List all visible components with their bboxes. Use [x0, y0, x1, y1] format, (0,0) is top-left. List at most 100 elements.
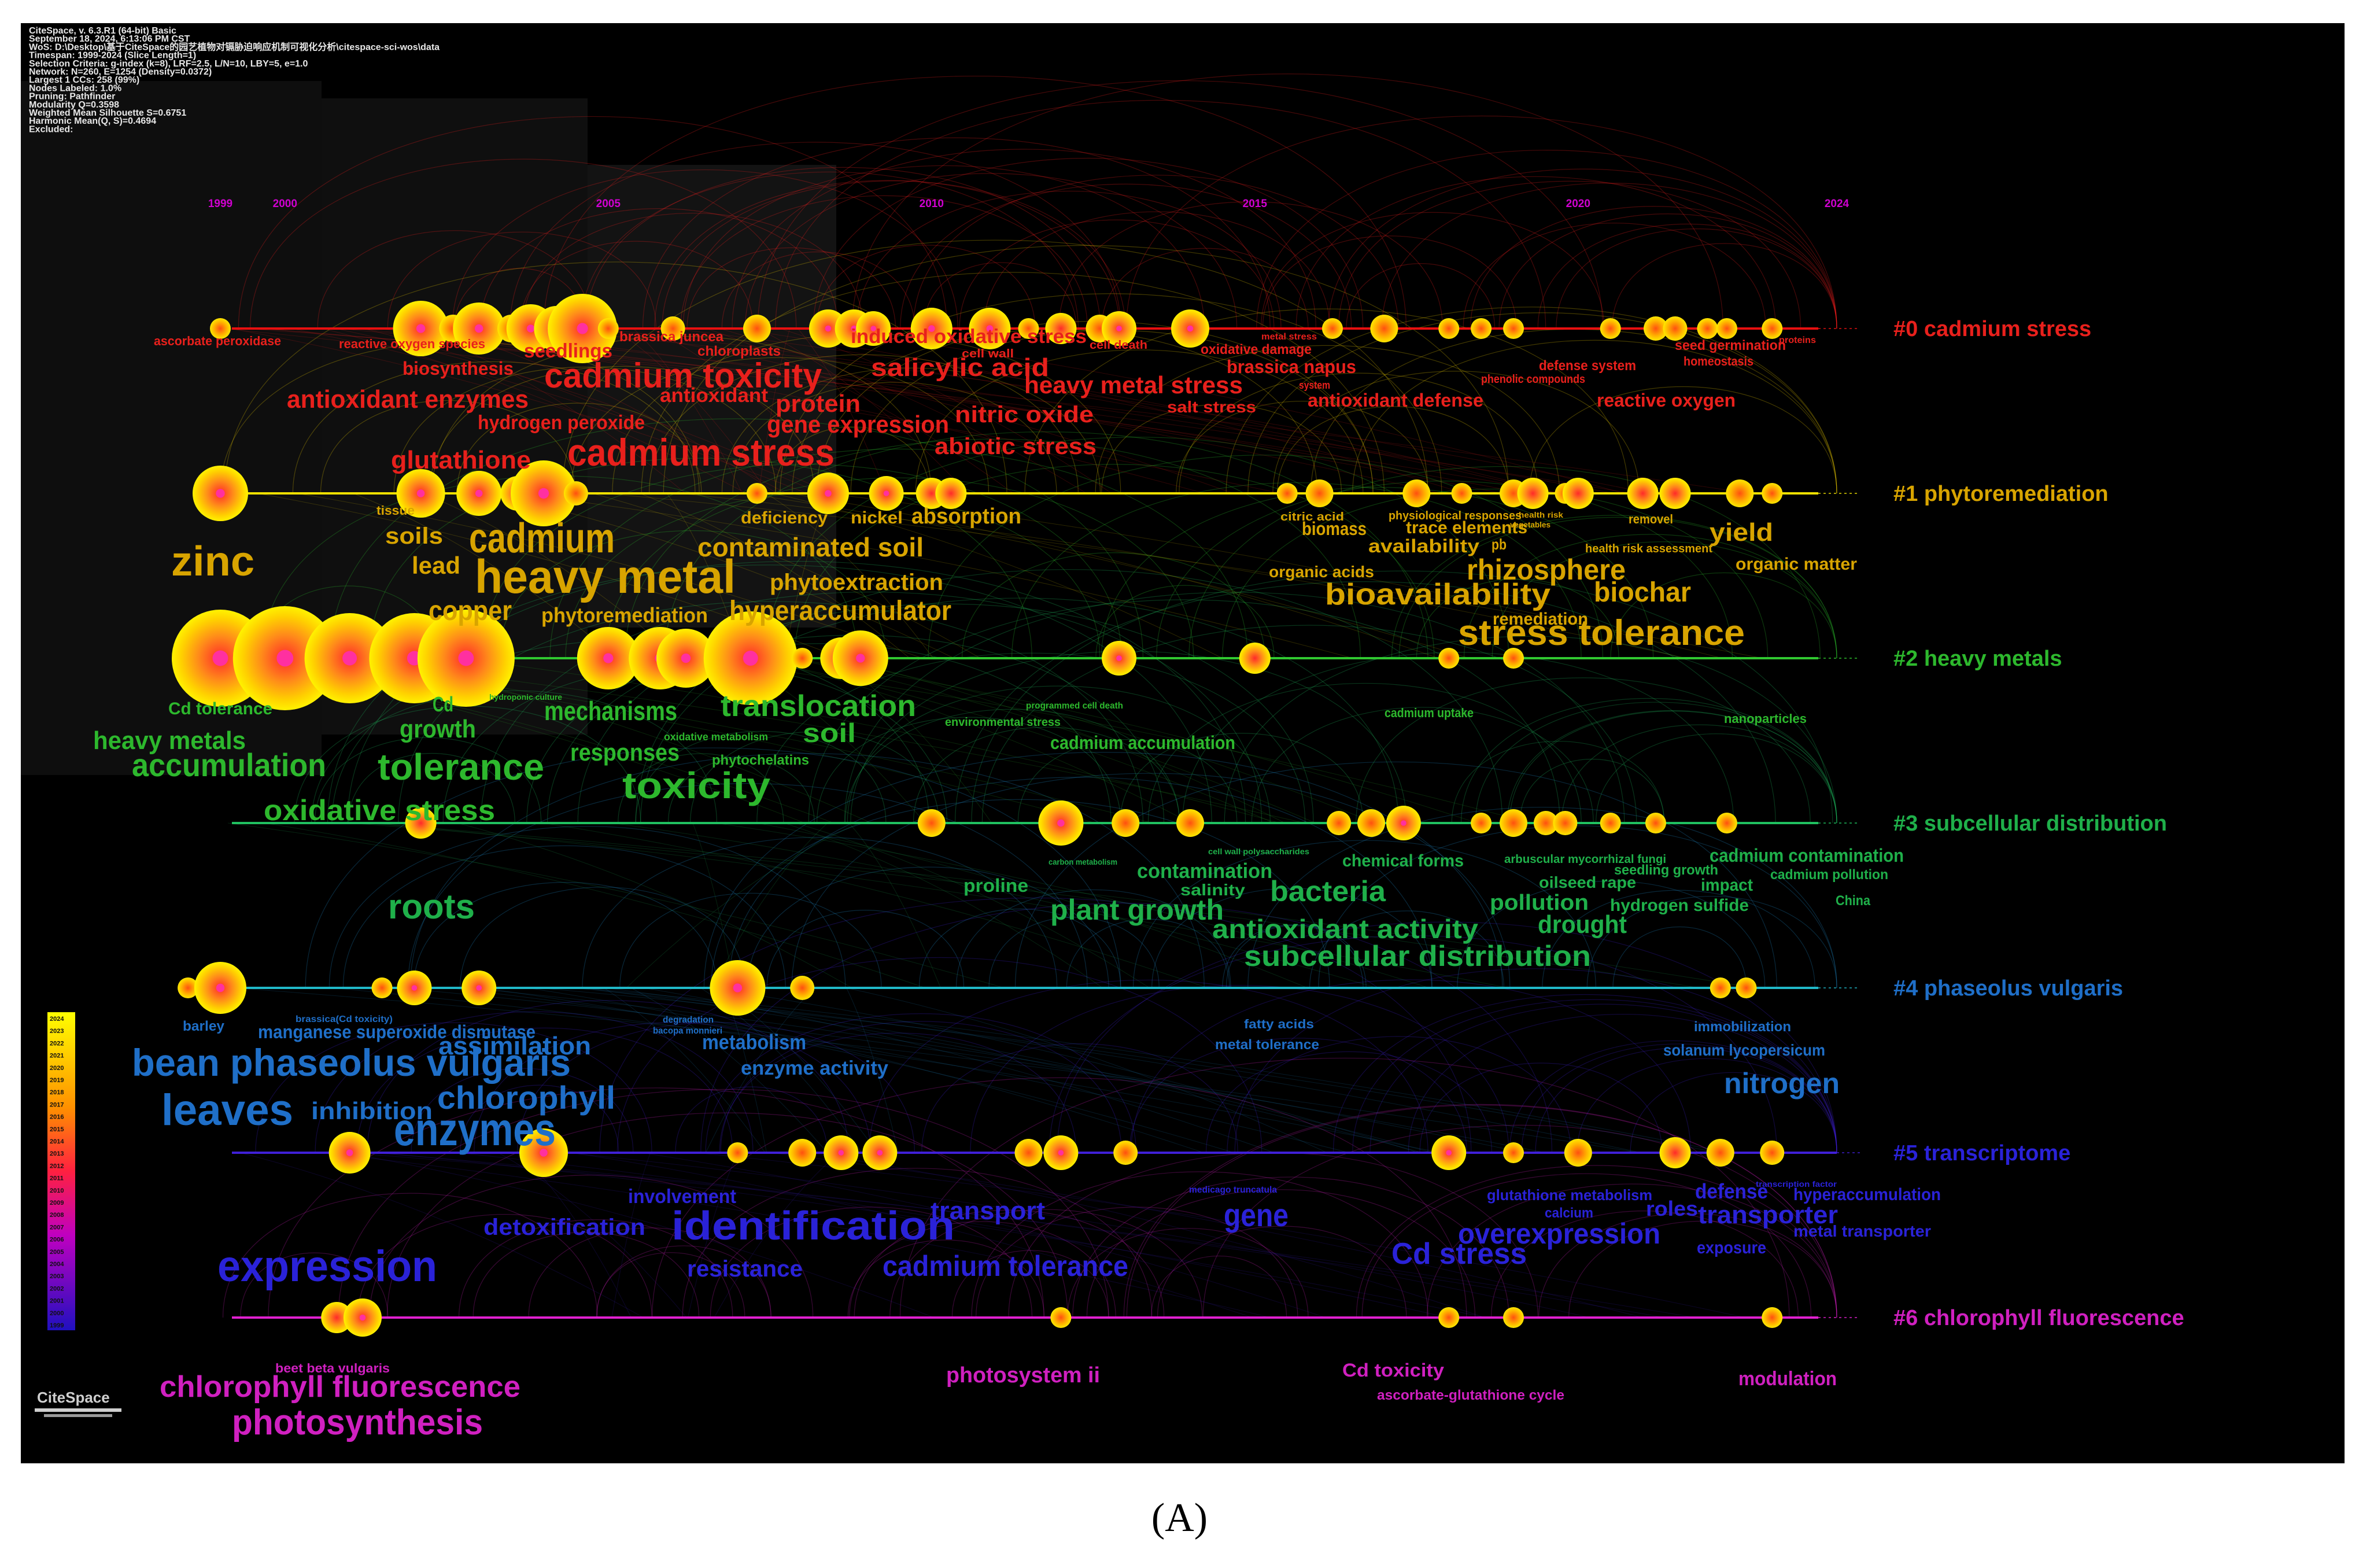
- keyword-node: [1370, 315, 1398, 342]
- cross-cluster-link: [481, 987, 1235, 1153]
- citation-link: [852, 73, 1723, 329]
- keyword-label: translocation: [721, 689, 916, 723]
- keyword-label: hyperaccumulation: [1793, 1185, 1941, 1204]
- citation-link: [386, 1112, 1068, 1318]
- keyword-label: metabolism: [702, 1030, 806, 1054]
- keyword-label: contamination: [1137, 859, 1272, 883]
- citation-link: [596, 1252, 745, 1318]
- keyword-node: [597, 318, 619, 339]
- keyword-label: induced oxidative stress: [851, 326, 1087, 348]
- citation-link: [745, 173, 1238, 329]
- keyword-node-core: [870, 326, 876, 331]
- citation-link: [222, 1193, 598, 1318]
- cross-cluster-link: [332, 987, 1441, 1153]
- citation-link: [328, 826, 846, 988]
- legend-year-label: 2006: [50, 1237, 64, 1244]
- keyword-label: subcellular distribution: [1244, 940, 1591, 972]
- legend-year-label: 2015: [50, 1126, 64, 1133]
- legend-year-label: 2022: [50, 1040, 64, 1047]
- citation-link: [847, 685, 1271, 824]
- citation-link: [1630, 1072, 1837, 1153]
- citation-link: [844, 709, 1180, 824]
- cross-cluster-link: [264, 822, 926, 988]
- keyword-node: [1276, 483, 1298, 504]
- cluster-label: #1 phytoremediation: [1893, 482, 2109, 506]
- citation-link: [662, 180, 1126, 329]
- keyword-label: calcium: [1545, 1205, 1593, 1221]
- legend-year-label: 2000: [50, 1310, 64, 1317]
- keyword-label: bacopa monnieri: [653, 1026, 722, 1036]
- keyword-label: transporter: [1698, 1201, 1838, 1229]
- keyword-node-core: [1057, 819, 1065, 827]
- citation-link: [1247, 312, 1837, 494]
- cross-cluster-link: [457, 822, 852, 988]
- keyword-node: [371, 977, 393, 998]
- logo-bar-2: [44, 1414, 112, 1417]
- citation-link: [924, 262, 1077, 329]
- cross-cluster-link: [571, 1152, 1253, 1318]
- keyword-label: seedling growth: [1614, 862, 1718, 878]
- legend-year-label: 2020: [50, 1065, 64, 1072]
- citation-link: [1176, 401, 1428, 494]
- cluster-label: #6 chlorophyll fluorescence: [1893, 1306, 2184, 1330]
- cross-cluster-link: [614, 328, 769, 494]
- keyword-node-core: [276, 650, 294, 667]
- cluster-label: #2 heavy metals: [1893, 647, 2062, 671]
- citation-link: [1352, 999, 1837, 1153]
- cross-cluster-link: [597, 328, 1556, 494]
- keyword-node-core: [838, 1150, 844, 1156]
- citation-link: [1318, 825, 1837, 988]
- citation-link: [1262, 235, 1517, 329]
- keyword-label: chlorophyll fluorescence: [160, 1370, 520, 1404]
- citation-link: [1537, 223, 1837, 329]
- citation-link: [816, 245, 1036, 329]
- keyword-node-core: [681, 653, 691, 663]
- keyword-node: [1503, 318, 1524, 339]
- legend-year-label: 2016: [50, 1114, 64, 1121]
- citation-link: [869, 979, 1428, 1153]
- legend-year-label: 2017: [50, 1101, 64, 1108]
- cross-cluster-link: [750, 658, 1275, 824]
- keyword-label: manganese superoxide dismutase: [258, 1021, 536, 1042]
- keyword-node-core: [212, 650, 228, 666]
- citation-link: [1024, 308, 1629, 494]
- cross-cluster-link: [397, 987, 1546, 1153]
- keyword-node: [1503, 1307, 1524, 1328]
- cluster-label: #4 phaseolus vulgaris: [1893, 976, 2123, 1001]
- citation-link: [1427, 1183, 1837, 1318]
- keyword-label: reactive oxygen species: [339, 337, 485, 351]
- keyword-label: heavy metals: [93, 726, 246, 755]
- network-metadata: CiteSpace, v. 6.3.R1 (64-bit) BasicSepte…: [29, 26, 440, 134]
- keyword-nodes: [172, 294, 1785, 1337]
- citation-link: [369, 458, 1032, 659]
- citation-link: [356, 1027, 733, 1153]
- cross-cluster-link: [706, 328, 1014, 494]
- cross-cluster-link: [708, 987, 1419, 1153]
- keyword-label: beet beta vulgaris: [275, 1361, 390, 1375]
- keyword-label: salt stress: [1167, 398, 1256, 416]
- metadata-line: Harmonic Mean(Q, S)=0.4694: [29, 116, 156, 126]
- keyword-label: tissue: [376, 503, 415, 518]
- cross-cluster-link: [719, 328, 1087, 494]
- keyword-label: health risk assessment: [1585, 543, 1712, 555]
- legend-year-label: 2013: [50, 1150, 64, 1157]
- citation-link: [342, 845, 786, 988]
- keyword-label: rhizosphere: [1467, 554, 1626, 586]
- cross-cluster-link: [641, 1152, 1326, 1318]
- keyword-label: Cd tolerance: [168, 699, 272, 718]
- cross-cluster-link: [836, 658, 1286, 824]
- citation-link: [330, 418, 1144, 659]
- keyword-node: [917, 809, 946, 837]
- keyword-node-core: [359, 1314, 366, 1321]
- keyword-label: yield: [1710, 518, 1773, 547]
- keyword-node: [321, 1302, 353, 1333]
- keyword-node: [1176, 809, 1204, 837]
- keyword-label: organic matter: [1736, 555, 1857, 574]
- keyword-node: [1471, 813, 1492, 833]
- keyword-label: photosystem ii: [946, 1363, 1100, 1388]
- cross-cluster-link: [611, 1152, 651, 1318]
- citation-link: [393, 367, 777, 494]
- citation-link: [1542, 890, 1815, 988]
- citation-link: [1361, 1173, 1812, 1318]
- citation-link: [889, 1209, 1203, 1318]
